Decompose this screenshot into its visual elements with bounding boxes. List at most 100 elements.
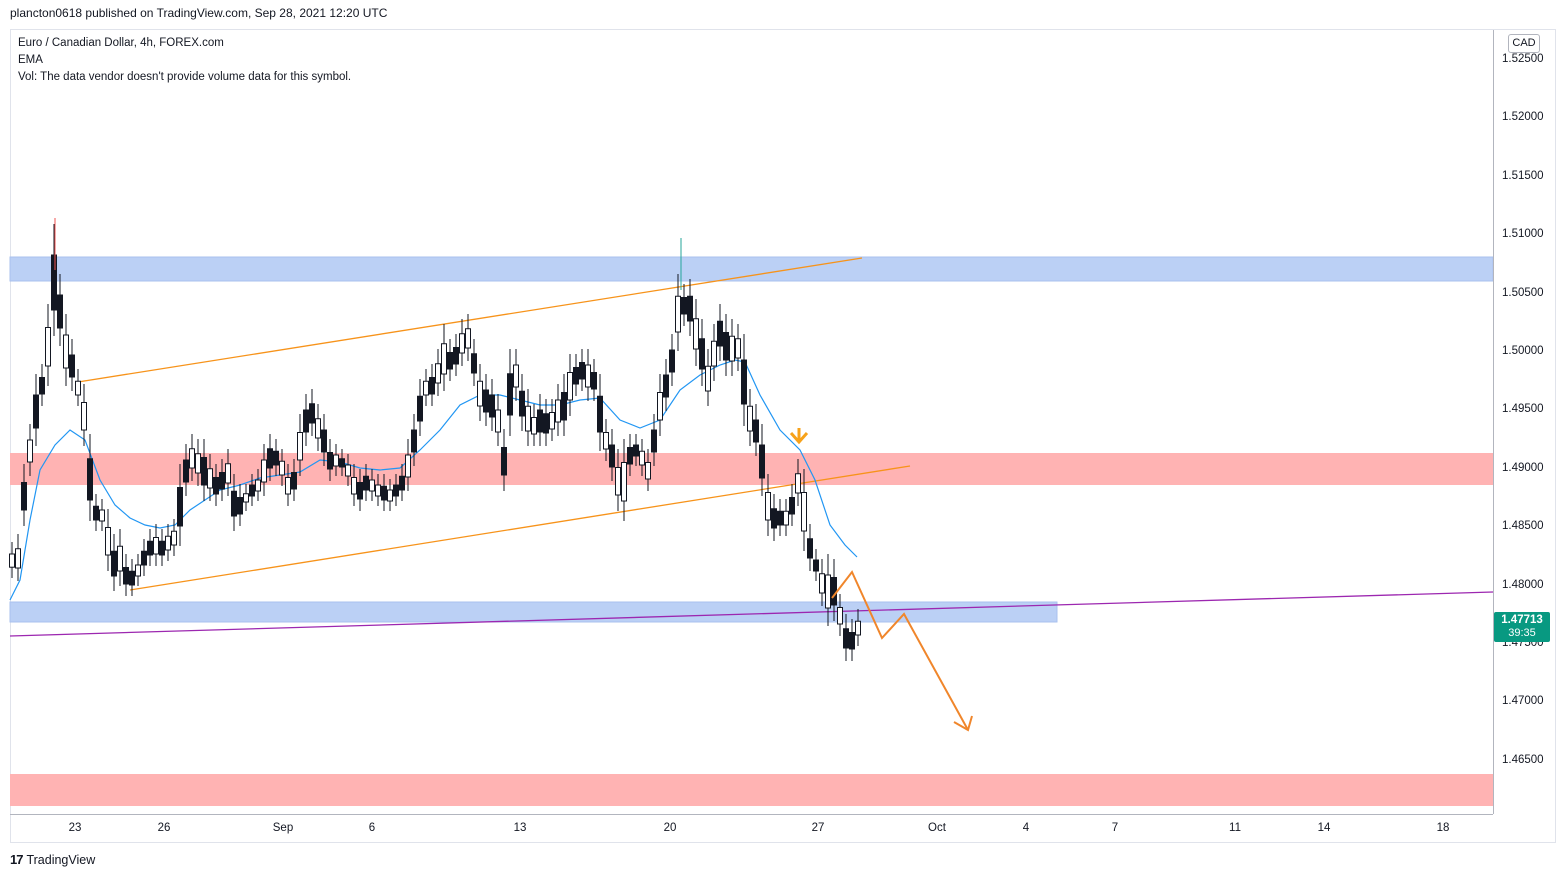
candle-body — [303, 409, 309, 433]
candle-body — [459, 333, 465, 354]
candle-body — [651, 429, 657, 453]
candle-body — [255, 479, 261, 492]
candle-body — [141, 550, 147, 566]
candle-body — [765, 492, 771, 521]
candle-body — [615, 467, 621, 496]
price-axis-label: 1.49500 — [1502, 403, 1544, 415]
candle-body — [363, 475, 369, 491]
tradingview-footer[interactable]: 17 TradingView — [10, 852, 95, 867]
candle-body — [177, 487, 183, 527]
time-axis-label: Sep — [272, 822, 294, 834]
candle-body — [819, 573, 825, 594]
candle-body — [321, 429, 327, 453]
last-price-value: 1.47713 — [1501, 614, 1543, 626]
candle-body — [453, 347, 459, 365]
candle-body — [495, 409, 501, 433]
candle-body — [207, 468, 213, 489]
candle-body — [339, 458, 345, 468]
candle-body — [693, 318, 699, 350]
volume-indicator-label[interactable]: Vol: The data vendor doesn't provide vol… — [18, 71, 352, 83]
candle-body — [789, 497, 795, 515]
candle-body — [645, 462, 651, 480]
candle-body — [783, 510, 789, 526]
candle-body — [663, 374, 669, 398]
candle-body — [213, 477, 219, 495]
resistance-zone-blue — [9, 256, 1494, 282]
candle-body — [51, 254, 57, 311]
candle-body — [717, 320, 723, 347]
ema-indicator-label[interactable]: EMA — [18, 54, 43, 66]
price-axis-label: 1.50500 — [1502, 287, 1544, 299]
candle-body — [585, 364, 591, 388]
candle-body — [711, 340, 717, 367]
candle-body — [273, 450, 279, 466]
candle-body — [489, 394, 495, 418]
candle-body — [675, 295, 681, 333]
candle-body — [537, 409, 543, 433]
projection-arrowhead — [953, 715, 973, 732]
currency-badge[interactable]: CAD — [1508, 34, 1540, 53]
candle-body — [771, 508, 777, 529]
candle-body — [597, 395, 603, 433]
time-axis-label: 14 — [1317, 822, 1331, 834]
candle-body — [93, 505, 99, 521]
candle-body — [195, 453, 201, 474]
candle-body — [33, 394, 39, 429]
symbol-title[interactable]: Euro / Canadian Dollar, 4h, FOREX.com — [18, 37, 224, 49]
candle-body — [15, 548, 21, 569]
candle-body — [471, 353, 477, 374]
channel-lower-line — [129, 465, 911, 591]
candle-body — [525, 405, 531, 432]
candle-body — [423, 380, 429, 396]
candle-body — [153, 537, 159, 555]
price-axis-label: 1.48500 — [1502, 520, 1544, 532]
candle-body — [465, 328, 471, 349]
long-trendline — [9, 591, 1494, 637]
candle-body — [723, 332, 729, 361]
time-axis-label: 11 — [1229, 822, 1241, 834]
candle-body — [369, 479, 375, 492]
candle-body — [87, 458, 93, 501]
price-axis-label: 1.51500 — [1502, 170, 1544, 182]
candle-body — [777, 510, 783, 526]
candle-body — [543, 413, 549, 434]
candle-body — [135, 564, 141, 577]
candle-body — [561, 392, 567, 421]
time-axis-label: 4 — [1022, 822, 1030, 834]
price-axis[interactable] — [1493, 30, 1556, 814]
candle-body — [387, 489, 393, 502]
candle-body — [105, 527, 111, 556]
candle-body — [669, 349, 675, 373]
chart-frame[interactable] — [10, 29, 1556, 843]
time-axis-label: Oct — [928, 822, 946, 834]
candle-body — [123, 567, 129, 585]
candle-body — [501, 447, 507, 476]
candle-body — [579, 362, 585, 380]
candle-body — [591, 372, 597, 390]
candle-body — [831, 577, 837, 606]
candle-body — [201, 457, 207, 486]
candle-body — [609, 444, 615, 468]
candle-body — [279, 460, 285, 476]
time-axis[interactable] — [10, 814, 1493, 843]
candle-body — [231, 490, 237, 517]
candle-body — [183, 459, 189, 483]
candle-body — [147, 540, 153, 556]
time-axis-label: 7 — [1111, 822, 1119, 834]
candle-body — [519, 390, 525, 417]
chart-legend: Euro / Canadian Dollar, 4h, FOREX.com EM… — [18, 35, 351, 86]
candle-body — [351, 477, 357, 495]
candle-body — [111, 550, 117, 577]
candle-body — [681, 297, 687, 315]
price-axis-label: 1.47000 — [1502, 695, 1544, 707]
price-axis-label: 1.50000 — [1502, 345, 1544, 357]
candle-body — [603, 432, 609, 450]
candle-body — [393, 484, 399, 497]
candle-body — [687, 295, 693, 322]
candle-body — [327, 452, 333, 470]
candle-body — [843, 628, 849, 649]
supply-zone-red — [10, 453, 1493, 485]
candle-body — [573, 367, 579, 385]
candle-body — [165, 535, 171, 551]
